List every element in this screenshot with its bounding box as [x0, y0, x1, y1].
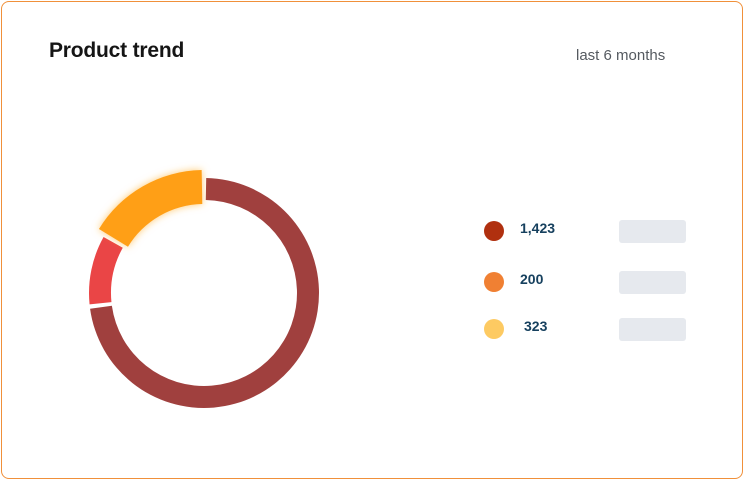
- legend-value: 323: [524, 318, 548, 334]
- legend-label-placeholder: [619, 271, 686, 294]
- legend-swatch: [484, 319, 504, 339]
- legend-label-placeholder: [619, 318, 686, 341]
- legend-item[interactable]: 200: [482, 271, 692, 295]
- legend-swatch: [484, 272, 504, 292]
- legend-swatch: [484, 221, 504, 241]
- card-title: Product trend: [49, 39, 185, 62]
- legend-item[interactable]: 1,423: [482, 220, 692, 244]
- period-label[interactable]: last 6 months: [576, 47, 666, 64]
- legend-item[interactable]: 323: [482, 318, 692, 342]
- legend-value: 200: [520, 271, 544, 287]
- donut-chart: [89, 170, 319, 408]
- legend-label-placeholder: [619, 220, 686, 243]
- donut-slice[interactable]: [98, 170, 203, 247]
- legend-value: 1,423: [520, 220, 556, 236]
- donut-slice[interactable]: [89, 236, 123, 305]
